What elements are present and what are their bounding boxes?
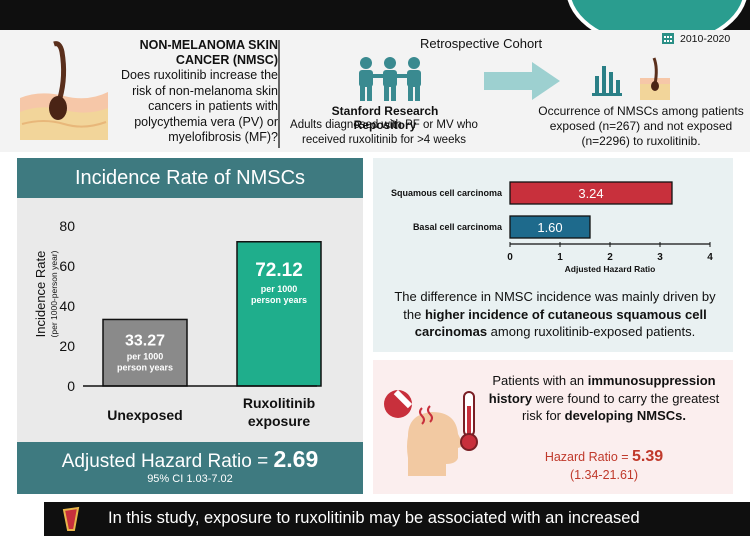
hr-x-tick-label: 4 — [707, 252, 713, 263]
adjusted-hr-value: 2.69 — [273, 446, 319, 472]
hr-category-label: Squamous cell carcinoma — [391, 188, 503, 198]
immuno-hr-label: Hazard Ratio = 5.39 — [544, 448, 664, 465]
immuno-hr-ci: (1.34-21.61) — [569, 468, 639, 482]
skin-small-icon — [640, 57, 670, 100]
x-category-label: Ruxolitinib — [243, 395, 315, 411]
bar-value-label: 72.12 — [255, 260, 303, 281]
repository-description: Adults diagnosed with PF or MV who recei… — [290, 119, 478, 146]
bar-unit-label: person years — [117, 362, 173, 372]
bar-value-label: 33.27 — [125, 332, 165, 349]
y-axis-label: Incidence Rate — [33, 251, 48, 338]
y-axis-sublabel: (per 1000-person year) — [49, 250, 59, 337]
right-arrow-icon — [484, 62, 560, 100]
bar-unit-label: per 1000 — [127, 351, 164, 361]
conclusion-band — [44, 502, 750, 536]
outcome-description: Occurrence of NMSCs among patients expos… — [538, 104, 744, 148]
adjusted-hr-box: Adjusted Hazard Ratio = 2.69 95% CI 1.03… — [17, 442, 363, 494]
bar-chart-icon — [592, 66, 622, 96]
header-divider — [278, 40, 280, 148]
immunosuppression-text: Patients with an immunosuppression histo… — [488, 373, 720, 423]
hr-x-tick-label: 1 — [557, 252, 563, 263]
calendar-icon — [662, 33, 674, 44]
immuno-bold-2: developing NMSCs. — [564, 408, 686, 423]
bar-unit-label: per 1000 — [261, 284, 298, 294]
bar-unit-label: person years — [251, 295, 307, 305]
driver-bold: higher incidence of cutaneous squamous c… — [414, 306, 707, 340]
year-range: 2010-2020 — [680, 33, 731, 45]
bar — [102, 318, 188, 387]
thermometer-icon — [460, 391, 478, 451]
hr-bar — [509, 215, 591, 239]
conclusion-text: In this study, exposure to ruxolitinib m… — [108, 509, 640, 527]
immuno-hr-value: 5.39 — [632, 448, 664, 465]
hr-bar-value-label: 1.60 — [537, 220, 562, 235]
bar — [236, 241, 322, 387]
hr-category-label: Basal cell carcinoma — [413, 222, 503, 232]
hr-x-tick-label: 0 — [507, 252, 513, 263]
nmsc-question: Does ruxolitinib increase the risk of no… — [120, 68, 278, 144]
y-tick-label: 20 — [59, 338, 75, 354]
hr-x-tick-label: 3 — [657, 252, 663, 263]
hr-bar — [509, 181, 673, 205]
incidence-bar-chart: Incidence Rate (per 1000-person year) 0 2… — [33, 218, 322, 429]
immunosuppression-icons — [384, 389, 478, 476]
repository-title: Stanford Research Repository — [331, 104, 439, 132]
x-category-label: Unexposed — [107, 407, 182, 423]
adjusted-hr-label: Adjusted Hazard Ratio = 2.69 — [61, 446, 319, 472]
nmsc-title: NON-MELANOMA SKIN CANCER (NMSC) — [139, 38, 278, 67]
x-category-label: exposure — [248, 413, 310, 429]
y-tick-label: 60 — [59, 258, 75, 274]
incidence-title: Incidence Rate of NMSCs — [17, 158, 363, 198]
driver-text: The difference in NMSC incidence was mai… — [394, 289, 716, 340]
y-tick-label: 40 — [59, 298, 75, 314]
y-tick-label: 0 — [67, 378, 75, 394]
hr-x-axis-label: Adjusted Hazard Ratio — [565, 264, 656, 274]
skin-hair-follicle-icon — [20, 41, 108, 140]
hr-bar-value-label: 3.24 — [578, 186, 603, 201]
header-section — [0, 30, 750, 152]
prohibited-icon — [384, 389, 413, 418]
hr-x-tick-label: 2 — [607, 252, 613, 263]
head-fever-icon — [407, 405, 464, 476]
y-tick-label: 80 — [59, 218, 75, 234]
exclamation-icon — [62, 506, 80, 531]
cohort-title: Retrospective Cohort — [420, 36, 543, 51]
hazard-ratio-bar-chart: Squamous cell carcinoma Basal cell carcin… — [391, 181, 713, 274]
immuno-bold-1: immunosuppression history — [488, 373, 716, 406]
adjusted-hr-ci: 95% CI 1.03-7.02 — [147, 473, 233, 485]
people-group-icon — [359, 57, 421, 101]
